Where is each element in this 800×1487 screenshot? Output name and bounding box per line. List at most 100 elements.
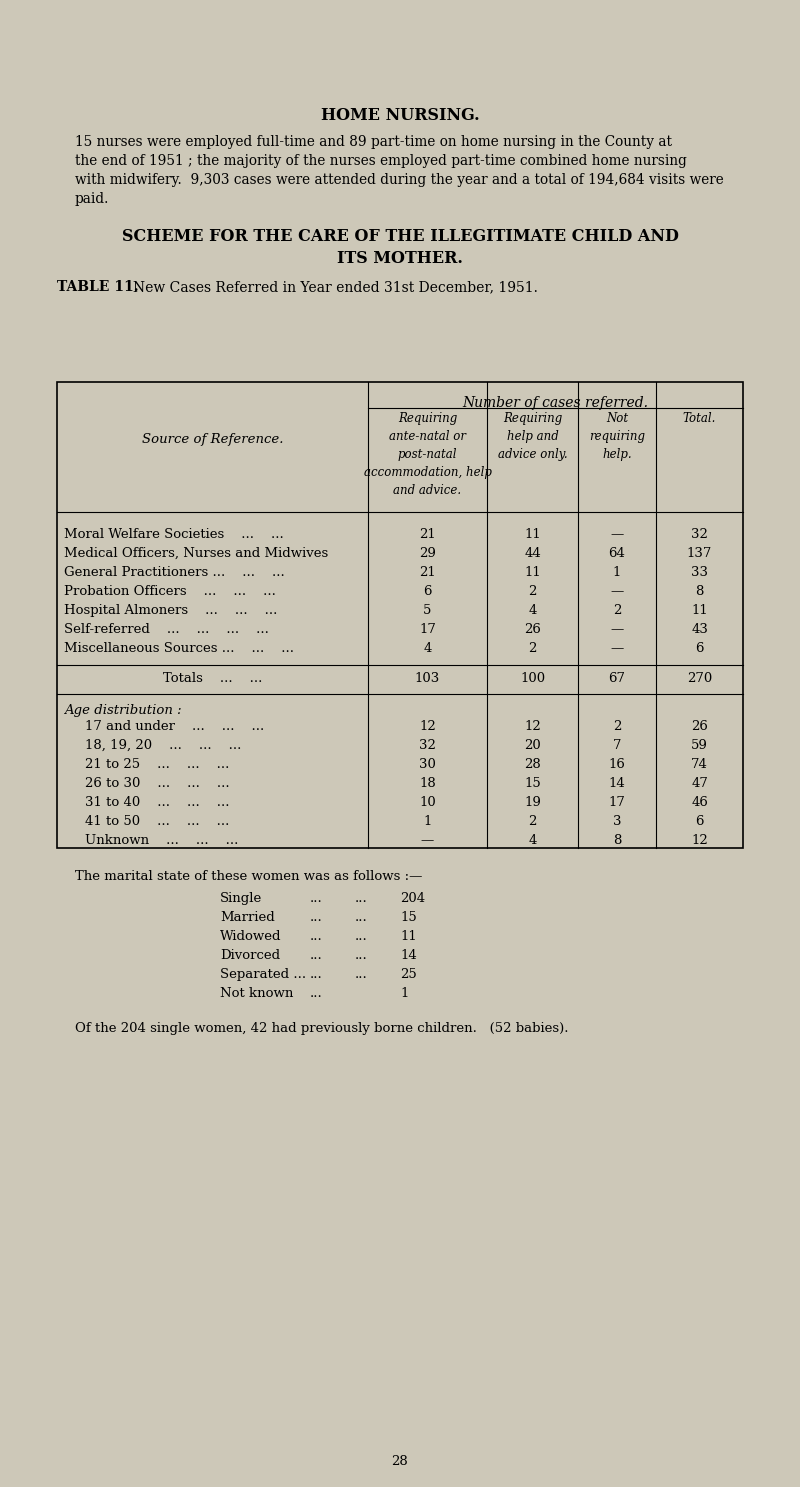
Text: Not
requiring
help.: Not requiring help. — [589, 412, 645, 461]
Text: 21 to 25    ...    ...    ...: 21 to 25 ... ... ... — [85, 758, 230, 770]
Text: SCHEME FOR THE CARE OF THE ILLEGITIMATE CHILD AND: SCHEME FOR THE CARE OF THE ILLEGITIMATE … — [122, 228, 678, 245]
Text: 26: 26 — [691, 720, 708, 733]
Text: HOME NURSING.: HOME NURSING. — [321, 107, 479, 123]
Text: —: — — [610, 584, 624, 598]
Text: 2: 2 — [613, 604, 621, 617]
Text: 17: 17 — [609, 796, 626, 809]
Text: 17: 17 — [419, 623, 436, 636]
Text: Divorced: Divorced — [220, 949, 280, 962]
Text: 28: 28 — [524, 758, 541, 770]
Text: 46: 46 — [691, 796, 708, 809]
Text: TABLE 11.: TABLE 11. — [57, 280, 138, 294]
Text: 270: 270 — [687, 672, 712, 686]
Text: 6: 6 — [695, 642, 704, 654]
Text: Separated ...: Separated ... — [220, 968, 306, 981]
Text: Not known: Not known — [220, 987, 294, 999]
Text: Married: Married — [220, 912, 274, 923]
Text: 29: 29 — [419, 547, 436, 561]
Text: Single: Single — [220, 892, 262, 906]
Text: 18: 18 — [419, 778, 436, 790]
Text: Total.: Total. — [683, 412, 716, 425]
Text: Widowed: Widowed — [220, 929, 282, 943]
Text: Source of Reference.: Source of Reference. — [142, 433, 283, 446]
Text: 4: 4 — [423, 642, 432, 654]
Text: 6: 6 — [423, 584, 432, 598]
Text: 21: 21 — [419, 567, 436, 578]
Text: 204: 204 — [400, 892, 425, 906]
Text: 67: 67 — [609, 672, 626, 686]
Text: 32: 32 — [419, 739, 436, 752]
Text: 11: 11 — [691, 604, 708, 617]
Text: ...: ... — [310, 949, 322, 962]
Text: 12: 12 — [524, 720, 541, 733]
Text: Probation Officers    ...    ...    ...: Probation Officers ... ... ... — [64, 584, 276, 598]
Text: with midwifery.  9,303 cases were attended during the year and a total of 194,68: with midwifery. 9,303 cases were attende… — [75, 172, 724, 187]
Text: 33: 33 — [691, 567, 708, 578]
Text: 2: 2 — [528, 584, 537, 598]
Text: 11: 11 — [524, 567, 541, 578]
Text: —: — — [421, 834, 434, 848]
Text: 6: 6 — [695, 815, 704, 828]
Text: Number of cases referred.: Number of cases referred. — [462, 396, 649, 410]
Text: 32: 32 — [691, 528, 708, 541]
Text: 21: 21 — [419, 528, 436, 541]
Text: ...: ... — [310, 892, 322, 906]
Text: Miscellaneous Sources ...    ...    ...: Miscellaneous Sources ... ... ... — [64, 642, 294, 654]
Text: ...: ... — [355, 929, 368, 943]
Text: 43: 43 — [691, 623, 708, 636]
Text: 5: 5 — [423, 604, 432, 617]
Text: —: — — [610, 642, 624, 654]
Text: Requiring
ante-natal or
post-natal
accommodation, help
and advice.: Requiring ante-natal or post-natal accom… — [363, 412, 491, 497]
Text: 8: 8 — [613, 834, 621, 848]
Text: ...: ... — [310, 987, 322, 999]
Text: 15 nurses were employed full-time and 89 part-time on home nursing in the County: 15 nurses were employed full-time and 89… — [75, 135, 672, 149]
Text: 19: 19 — [524, 796, 541, 809]
Text: 18, 19, 20    ...    ...    ...: 18, 19, 20 ... ... ... — [85, 739, 242, 752]
Text: 2: 2 — [528, 642, 537, 654]
Text: 11: 11 — [400, 929, 417, 943]
Text: ITS MOTHER.: ITS MOTHER. — [337, 250, 463, 268]
Text: 4: 4 — [528, 604, 537, 617]
Text: 14: 14 — [400, 949, 417, 962]
Text: —: — — [610, 528, 624, 541]
Text: 4: 4 — [528, 834, 537, 848]
Text: 44: 44 — [524, 547, 541, 561]
Text: 10: 10 — [419, 796, 436, 809]
Text: 11: 11 — [524, 528, 541, 541]
Text: 103: 103 — [415, 672, 440, 686]
Text: The marital state of these women was as follows :—: The marital state of these women was as … — [75, 870, 422, 883]
Text: 74: 74 — [691, 758, 708, 770]
Text: General Practitioners ...    ...    ...: General Practitioners ... ... ... — [64, 567, 285, 578]
Text: 59: 59 — [691, 739, 708, 752]
Text: Moral Welfare Societies    ...    ...: Moral Welfare Societies ... ... — [64, 528, 284, 541]
Text: 26: 26 — [524, 623, 541, 636]
Text: 137: 137 — [687, 547, 712, 561]
Text: 12: 12 — [419, 720, 436, 733]
Text: ...: ... — [310, 968, 322, 981]
Text: ...: ... — [355, 949, 368, 962]
Text: 15: 15 — [524, 778, 541, 790]
Text: 2: 2 — [528, 815, 537, 828]
Text: 30: 30 — [419, 758, 436, 770]
Text: 100: 100 — [520, 672, 545, 686]
Text: Age distribution :: Age distribution : — [64, 703, 182, 717]
Text: 16: 16 — [609, 758, 626, 770]
Text: 1: 1 — [423, 815, 432, 828]
Text: ...: ... — [355, 968, 368, 981]
Text: 12: 12 — [691, 834, 708, 848]
Text: Hospital Almoners    ...    ...    ...: Hospital Almoners ... ... ... — [64, 604, 278, 617]
Bar — [57, 382, 743, 848]
Text: 20: 20 — [524, 739, 541, 752]
Text: Self-referred    ...    ...    ...    ...: Self-referred ... ... ... ... — [64, 623, 269, 636]
Text: 15: 15 — [400, 912, 417, 923]
Text: ...: ... — [310, 912, 322, 923]
Text: Medical Officers, Nurses and Midwives: Medical Officers, Nurses and Midwives — [64, 547, 328, 561]
Text: 31 to 40    ...    ...    ...: 31 to 40 ... ... ... — [85, 796, 230, 809]
Text: New Cases Referred in Year ended 31st December, 1951.: New Cases Referred in Year ended 31st De… — [133, 280, 538, 294]
Text: 17 and under    ...    ...    ...: 17 and under ... ... ... — [85, 720, 264, 733]
Text: ...: ... — [355, 892, 368, 906]
Text: 14: 14 — [609, 778, 626, 790]
Text: 41 to 50    ...    ...    ...: 41 to 50 ... ... ... — [85, 815, 230, 828]
Text: 1: 1 — [613, 567, 621, 578]
Text: 3: 3 — [613, 815, 622, 828]
